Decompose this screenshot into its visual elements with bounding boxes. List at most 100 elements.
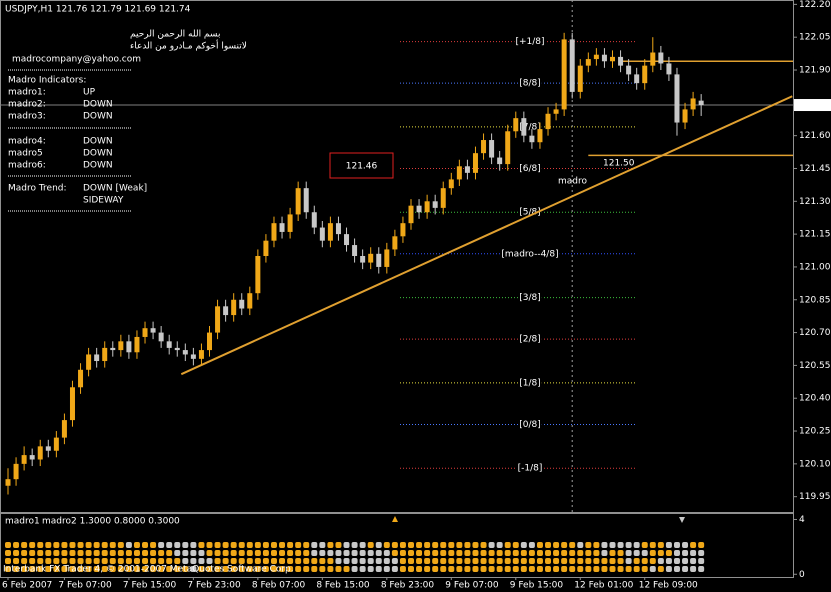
indicator-dot: [464, 566, 471, 572]
indicator-dot: [528, 558, 535, 564]
candle-body: [118, 341, 124, 351]
candle-body: [86, 354, 92, 370]
indicator-dot: [657, 542, 664, 548]
indicator-dot: [665, 550, 672, 556]
candle-body: [29, 455, 35, 460]
indicator-dot: [85, 566, 92, 572]
indicator-dot: [440, 566, 447, 572]
indicator-dot: [190, 566, 197, 572]
indicator-dot: [61, 566, 68, 572]
candle-body: [698, 100, 704, 106]
candle-body: [593, 54, 599, 60]
indicator-dot: [641, 558, 648, 564]
indicator-dot: [609, 542, 616, 548]
indicator-dot: [279, 550, 286, 556]
indicator-dot: [45, 542, 52, 548]
candle-body: [311, 212, 317, 228]
indicator-dot: [238, 566, 245, 572]
indicator-dot: [561, 558, 568, 564]
arabic-line: بسم الله الرحمن الرحيم: [130, 30, 220, 40]
indicator-dot: [343, 550, 350, 556]
indicator-dot: [520, 542, 527, 548]
indicator-dot: [424, 542, 431, 548]
candle-body: [37, 446, 43, 460]
indicator-dot: [617, 550, 624, 556]
candle-body: [416, 205, 422, 213]
candle-body: [569, 39, 575, 92]
y-tick-label: 121.90: [799, 66, 831, 76]
indicator-dot: [432, 550, 439, 556]
indicator-dot: [408, 550, 414, 556]
main-frame: [0, 0, 794, 513]
indicator-dot: [125, 558, 132, 564]
indicator-dot: [375, 550, 382, 556]
candle-body: [142, 328, 148, 337]
watermark: Interbank FX Trader 4, © 2001-2007 MetaQ…: [3, 565, 294, 575]
candle-body: [505, 131, 511, 165]
indicator-dot: [125, 566, 132, 572]
indicator-dot: [214, 558, 221, 564]
indicator-dot: [682, 542, 689, 548]
candle-body: [182, 350, 188, 355]
indicator-dot: [391, 566, 398, 572]
indicator-dot: [512, 558, 519, 564]
indicator-dot: [480, 550, 487, 556]
indicator-dot: [351, 542, 358, 548]
indicator-dot: [625, 550, 632, 556]
candle-body: [255, 256, 261, 294]
indicator-dot: [383, 558, 390, 564]
indicator-dot: [109, 566, 116, 572]
murrey-label: [+1/8]: [515, 37, 544, 47]
indicator-dot: [399, 566, 406, 572]
candle-body: [658, 52, 664, 64]
indicator-dot: [214, 566, 221, 572]
candle-body: [319, 227, 325, 241]
x-tick-label: 7 Feb 23:00: [187, 581, 241, 591]
indicator-dot: [682, 558, 689, 564]
candle-body: [295, 188, 301, 215]
candle-body: [69, 387, 75, 421]
indicator-dot: [327, 550, 334, 556]
indicator-dot: [351, 558, 358, 564]
indicator-dot: [690, 542, 697, 548]
indicator-dot: [633, 558, 640, 564]
indicator-dot: [657, 550, 664, 556]
indicator-dot: [37, 550, 44, 556]
candle-body: [215, 306, 221, 333]
indicator-dot: [270, 542, 277, 548]
indicator-dot: [536, 558, 543, 564]
indicator-dot: [359, 542, 366, 548]
indicator-dot: [295, 542, 302, 548]
indicator-dot: [480, 558, 487, 564]
indicator-dot: [311, 550, 318, 556]
indicator-dot: [343, 542, 350, 548]
indicator-dot: [448, 566, 455, 572]
indicator-dot: [45, 550, 52, 556]
indicator-dot: [472, 550, 479, 556]
candle-body: [190, 354, 196, 359]
indicator-dot: [375, 558, 382, 564]
indicator-dot: [279, 558, 286, 564]
murrey-label: [3/8]: [519, 293, 541, 303]
indicator-dot: [287, 542, 294, 548]
indicator-dot: [85, 550, 92, 556]
indicator-name: madro5: [8, 149, 43, 159]
candle-body: [456, 166, 462, 180]
indicator-dot: [279, 542, 286, 548]
indicator-name: madro3:: [8, 112, 46, 122]
indicator-name: madro1:: [8, 88, 46, 98]
indicator-dot: [593, 566, 600, 572]
indicator-dot: [262, 566, 269, 572]
candle-body: [287, 214, 293, 232]
candle-body: [376, 253, 382, 267]
candle-body: [553, 109, 559, 114]
candle-body: [271, 223, 277, 241]
indicator-dot: [69, 558, 76, 564]
murrey-label: [1/8]: [519, 378, 541, 388]
indicator-dot: [287, 558, 294, 564]
trend-state: SIDEWAY: [83, 196, 124, 206]
indicator-dot: [649, 566, 656, 572]
indicator-dot: [561, 550, 568, 556]
indicator-dot: [367, 558, 374, 564]
indicator-dot: [472, 558, 479, 564]
